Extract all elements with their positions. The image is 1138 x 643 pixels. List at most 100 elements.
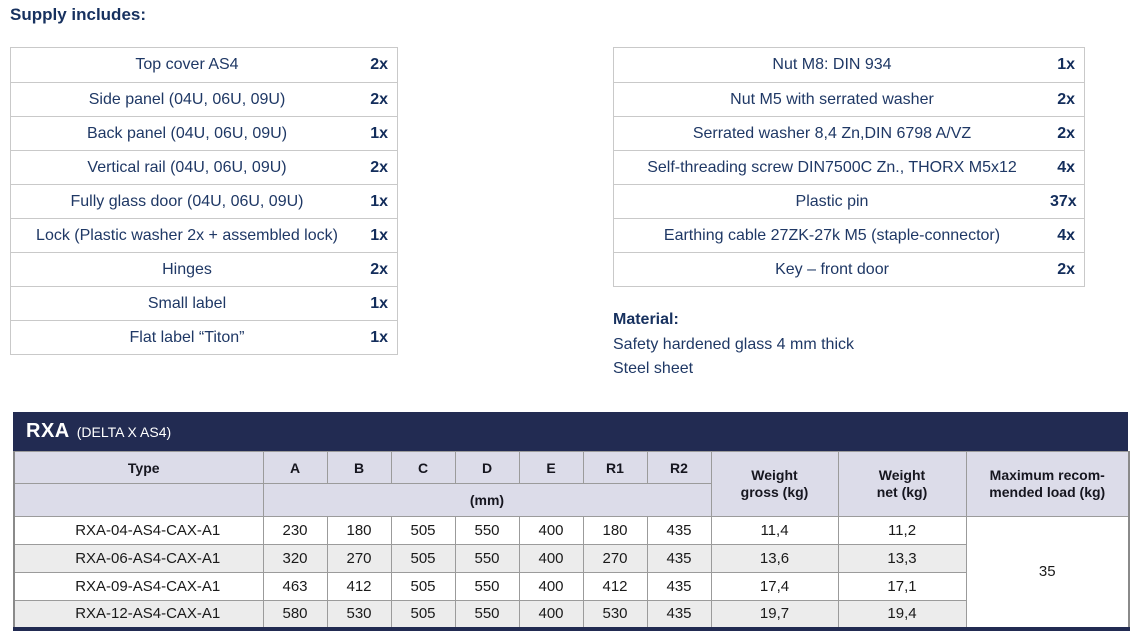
supply-row: Nut M5 with serrated washer 2x [614,82,1084,116]
supply-item-qty: 2x [1057,90,1075,108]
supply-row: Small label 1x [11,286,397,320]
cell-c: 505 [390,544,456,573]
spec-data-row: RXA-09-AS4-CAX-A1 463 412 505 550 400 41… [13,572,1129,601]
cell-type: RXA-06-AS4-CAX-A1 [13,544,264,573]
supply-row: Hinges 2x [11,252,397,286]
spec-banner-title: RXA [26,420,70,442]
col-header-e: E [518,451,584,484]
spec-table-banner: RXA (DELTA X AS4) [13,412,1128,451]
cell-weight-net: 11,2 [837,516,967,545]
max-load-line2: mended load (kg) [989,484,1106,500]
col-header-r1: R1 [582,451,648,484]
supply-item-qty: 2x [370,260,388,278]
supply-row: Self-threading screw DIN7500C Zn., THORX… [614,150,1084,184]
cell-weight-net: 13,3 [837,544,967,573]
supply-item-qty: 1x [370,328,388,346]
supply-item-label: Flat label “Titon” [129,328,245,346]
page-title: Supply includes: [10,5,147,24]
cell-r1: 270 [582,544,648,573]
supply-item-label: Top cover AS4 [135,56,239,73]
supply-row: Back panel (04U, 06U, 09U) 1x [11,116,397,150]
supply-item-qty: 2x [1057,124,1075,142]
cell-type: RXA-12-AS4-CAX-A1 [13,600,264,629]
supply-item-qty: 2x [370,158,388,176]
cell-d: 550 [454,516,520,545]
cell-r2: 435 [646,600,712,629]
supply-row: Plastic pin 37x [614,184,1084,218]
cell-a: 463 [262,572,328,601]
cell-type: RXA-09-AS4-CAX-A1 [13,572,264,601]
cell-r1: 530 [582,600,648,629]
supply-table-right: Nut M8: DIN 934 1x Nut M5 with serrated … [613,47,1085,287]
supply-item-qty: 1x [370,226,388,244]
supply-item-label: Serrated washer 8,4 Zn,DIN 6798 A/VZ [692,124,972,142]
spec-header-row: Type A B C D E R1 R2 Weight gross (kg) W… [13,451,1130,517]
supply-row: Flat label “Titon” 1x [11,320,397,354]
supply-item-qty: 1x [370,192,388,210]
supply-row: Nut M8: DIN 934 1x [614,48,1084,82]
supply-item-label: Small label [147,294,227,312]
cell-weight-gross: 13,6 [710,544,839,573]
supply-row: Side panel (04U, 06U, 09U) 2x [11,82,397,116]
supply-item-qty: 2x [1057,260,1075,278]
unit-label: (mm) [262,483,712,517]
weight-net-line2: net (kg) [876,484,928,500]
supply-item-label: Key – front door [775,260,889,278]
supply-row: Earthing cable 27ZK-27k M5 (staple-conne… [614,218,1084,252]
supply-row: Lock (Plastic washer 2x + assembled lock… [11,218,397,252]
supply-item-qty: 4x [1057,158,1075,176]
col-header-type: Type [13,451,264,484]
cell-r1: 180 [582,516,648,545]
supply-table-left: Top cover AS4 2x Side panel (04U, 06U, 0… [10,47,398,355]
supply-item-qty: 2x [370,56,388,73]
material-heading: Material: [613,311,679,328]
supply-item-qty: 4x [1057,226,1075,244]
cell-a: 580 [262,600,328,629]
spec-data-row: RXA-06-AS4-CAX-A1 320 270 505 550 400 27… [13,544,1129,573]
supply-item-label: Side panel (04U, 06U, 09U) [88,90,286,108]
cell-max-load: 35 [965,516,1130,629]
cell-weight-gross: 19,7 [710,600,839,629]
spec-table: Type A B C D E R1 R2 Weight gross (kg) W… [13,451,1130,631]
supply-item-label: Back panel (04U, 06U, 09U) [86,124,288,142]
supply-item-label: Nut M5 with serrated washer [730,90,934,108]
supply-item-label: Lock (Plastic washer 2x + assembled lock… [36,226,338,244]
cell-e: 400 [518,544,584,573]
cell-e: 400 [518,516,584,545]
supply-row: Serrated washer 8,4 Zn,DIN 6798 A/VZ 2x [614,116,1084,150]
spec-data-row: RXA-04-AS4-CAX-A1 230 180 505 550 400 18… [13,516,1130,629]
cell-weight-net: 17,1 [837,572,967,601]
supply-item-label: Plastic pin [795,192,869,210]
supply-item-label: Self-threading screw DIN7500C Zn., THORX… [647,158,1017,176]
cell-c: 505 [390,516,456,545]
cell-a: 230 [262,516,328,545]
cell-c: 505 [390,572,456,601]
type-empty-cell [13,483,264,517]
supply-item-label: Hinges [162,260,212,278]
supply-item-qty: 1x [1057,56,1075,73]
cell-a: 320 [262,544,328,573]
max-load-line1: Maximum recom- [989,467,1105,483]
cell-weight-gross: 11,4 [710,516,839,545]
cell-b: 412 [326,572,392,601]
supply-row: Vertical rail (04U, 06U, 09U) 2x [11,150,397,184]
cell-b: 270 [326,544,392,573]
supply-item-qty: 2x [370,90,388,108]
supply-row: Fully glass door (04U, 06U, 09U) 1x [11,184,397,218]
col-header-weight-gross: Weight gross (kg) [710,451,839,517]
spec-table-section: RXA (DELTA X AS4) Type A B C D E R1 R2 W… [13,412,1130,631]
col-header-a: A [262,451,328,484]
cell-e: 400 [518,572,584,601]
cell-weight-net: 19,4 [837,600,967,629]
cell-r2: 435 [646,572,712,601]
spec-banner-subtitle: (DELTA X AS4) [76,423,172,440]
weight-gross-line2: gross (kg) [740,484,809,500]
cell-weight-gross: 17,4 [710,572,839,601]
supply-row: Top cover AS4 2x [11,48,397,82]
col-header-b: B [326,451,392,484]
material-line: Steel sheet [613,360,694,377]
cell-d: 550 [454,600,520,629]
weight-gross-line1: Weight [751,467,798,483]
cell-type: RXA-04-AS4-CAX-A1 [13,516,264,545]
